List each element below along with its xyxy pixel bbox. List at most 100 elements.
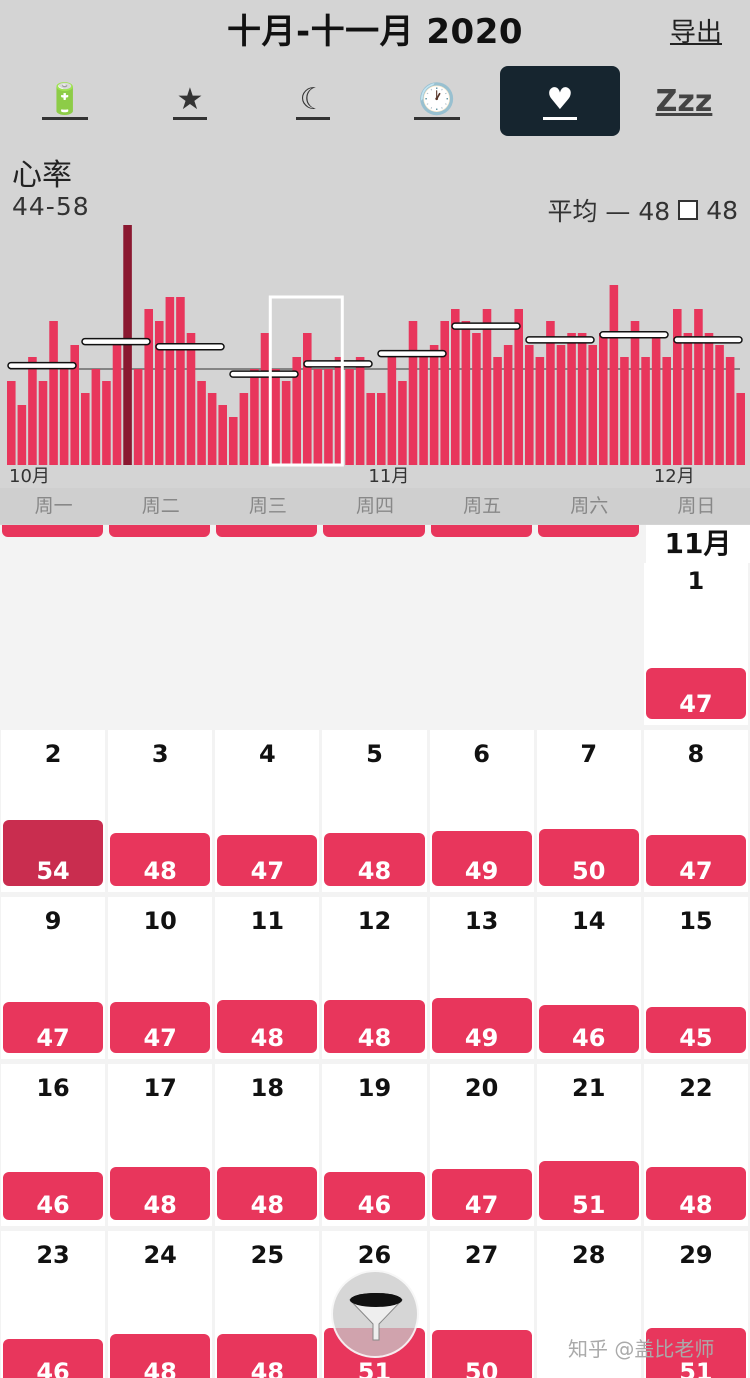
calendar-day[interactable]: 2 54 bbox=[1, 730, 106, 892]
summary-panel: 十月-十一月 2020 导出 🔋 ★ ☾ 🕐 ♥ Zzz 心率 44-58 平均 — 48… bbox=[0, 0, 750, 525]
heart-rate-badge: 45 bbox=[645, 1006, 746, 1053]
day-number: 20 bbox=[464, 1074, 499, 1102]
weekday-label: 周二 bbox=[141, 495, 180, 517]
heart-rate-badge: 48 bbox=[217, 1334, 318, 1378]
chart-bar bbox=[662, 357, 671, 465]
calendar-day[interactable]: 9 47 bbox=[1, 897, 106, 1059]
calendar-day[interactable]: 16 46 bbox=[1, 1064, 106, 1226]
calendar-day[interactable]: 12 48 bbox=[322, 897, 427, 1059]
heart-rate-value: 48 bbox=[357, 1024, 392, 1052]
calendar-day[interactable]: 21 51 bbox=[536, 1064, 641, 1226]
heart-rate-badge: 50 bbox=[538, 828, 639, 886]
average-label: 平均 — 48 bbox=[547, 197, 671, 226]
week-average-marker bbox=[451, 322, 521, 330]
calendar-day[interactable]: 8 47 bbox=[643, 730, 748, 892]
heart-rate-badge: 48 bbox=[324, 833, 425, 886]
tab-battery[interactable]: 🔋 bbox=[5, 66, 125, 136]
chart-bar bbox=[683, 333, 693, 465]
previous-week-value[interactable] bbox=[537, 525, 639, 537]
calendar-day[interactable]: 18 48 bbox=[215, 1064, 320, 1226]
chart-bar bbox=[133, 369, 143, 465]
day-number: 19 bbox=[357, 1074, 392, 1102]
previous-week-value[interactable] bbox=[216, 525, 318, 537]
calendar-day[interactable]: 22 48 bbox=[643, 1064, 748, 1226]
tab-sleep-zzz[interactable]: Zzz bbox=[624, 66, 744, 136]
calendar-day[interactable]: 27 50 bbox=[429, 1231, 534, 1378]
day-number: 12 bbox=[357, 907, 392, 935]
calendar-day[interactable]: 28 bbox=[536, 1231, 641, 1378]
chart-bar bbox=[144, 309, 153, 465]
metric-range: 44-58 bbox=[12, 192, 90, 221]
chart-bar bbox=[482, 309, 492, 465]
calendar-day[interactable]: 6 49 bbox=[429, 730, 534, 892]
previous-week-value[interactable] bbox=[2, 525, 104, 537]
heart-rate-value: 47 bbox=[143, 1024, 177, 1052]
export-button[interactable]: 导出 bbox=[669, 18, 722, 48]
day-number: 2 bbox=[44, 740, 62, 768]
chart-bar bbox=[260, 333, 270, 465]
heart-rate-badge: 49 bbox=[431, 998, 532, 1053]
week-average-marker bbox=[81, 337, 151, 346]
heart-rate-value: 49 bbox=[464, 1024, 499, 1052]
calendar-day[interactable]: 1 47 bbox=[643, 563, 748, 725]
heart-rate-value: 46 bbox=[572, 1024, 606, 1052]
calendar-day[interactable]: 15 45 bbox=[643, 897, 748, 1059]
previous-week-value[interactable] bbox=[430, 525, 532, 537]
calendar: 11月 1 47 2 54 3 48 4 47 5 48 6 49 7 50 8 47 9 47 10 47 11 48 12… bbox=[0, 525, 750, 1378]
day-number: 18 bbox=[250, 1074, 285, 1102]
calendar-day[interactable]: 20 47 bbox=[429, 1064, 534, 1226]
heart-rate-badge: 47 bbox=[645, 835, 746, 886]
calendar-day[interactable]: 4 47 bbox=[215, 730, 320, 892]
heart-rate-value: 48 bbox=[357, 857, 392, 885]
day-number: 29 bbox=[679, 1241, 713, 1269]
week-average-marker bbox=[599, 330, 669, 339]
calendar-day[interactable]: 7 50 bbox=[536, 730, 641, 892]
month-label: 12月 bbox=[654, 466, 695, 487]
calendar-day[interactable]: 14 46 bbox=[536, 897, 641, 1059]
calendar-day[interactable]: 13 49 bbox=[429, 897, 534, 1059]
previous-week-value[interactable] bbox=[323, 525, 425, 537]
calendar-day[interactable]: 17 48 bbox=[108, 1064, 213, 1226]
chart-bar bbox=[408, 321, 418, 465]
month-label: 11月 bbox=[368, 466, 409, 487]
heart-rate-chart[interactable]: 10月 11月 12月 bbox=[0, 220, 750, 488]
filter-button[interactable] bbox=[331, 1270, 419, 1358]
day-number: 14 bbox=[572, 907, 606, 935]
chart-bar bbox=[155, 321, 164, 465]
chart-bar bbox=[704, 333, 714, 465]
tab-clock[interactable]: 🕐 bbox=[377, 66, 497, 136]
calendar-day[interactable]: 5 48 bbox=[322, 730, 427, 892]
tab-star[interactable]: ★ bbox=[130, 66, 250, 136]
moon-icon: ☾ bbox=[295, 82, 331, 120]
calendar-day[interactable]: 10 47 bbox=[108, 897, 213, 1059]
week-average-marker bbox=[155, 342, 225, 351]
chart-bar bbox=[70, 345, 79, 465]
average-checkbox[interactable] bbox=[678, 200, 699, 220]
previous-week-value[interactable] bbox=[109, 525, 211, 537]
calendar-day[interactable]: 11 48 bbox=[215, 897, 320, 1059]
chart-bar bbox=[387, 357, 397, 465]
calendar-day[interactable]: 29 51 bbox=[643, 1231, 748, 1378]
chart-bar bbox=[556, 345, 566, 465]
calendar-day[interactable]: 19 46 bbox=[322, 1064, 427, 1226]
week-average-marker bbox=[303, 360, 373, 368]
heart-rate-value: 45 bbox=[679, 1024, 713, 1052]
heart-rate-value: 50 bbox=[464, 1358, 499, 1378]
heart-rate-badge: 50 bbox=[431, 1329, 532, 1378]
calendar-day[interactable]: 23 46 bbox=[1, 1231, 106, 1378]
calendar-day[interactable]: 3 48 bbox=[108, 730, 213, 892]
day-number: 23 bbox=[36, 1241, 70, 1269]
week-average-marker bbox=[229, 370, 299, 378]
heart-rate-badge: 48 bbox=[110, 833, 211, 886]
tab-heart[interactable]: ♥ bbox=[500, 66, 620, 136]
chart-bar bbox=[641, 357, 650, 465]
chart-bar bbox=[91, 369, 101, 465]
calendar-day[interactable]: 25 48 bbox=[215, 1231, 320, 1378]
heart-rate-value: 51 bbox=[572, 1191, 606, 1219]
heart-rate-badge: 48 bbox=[217, 1000, 318, 1053]
tab-moon[interactable]: ☾ bbox=[253, 66, 373, 136]
chart-bar bbox=[17, 405, 27, 465]
day-number: 27 bbox=[464, 1241, 499, 1269]
calendar-day[interactable]: 24 48 bbox=[108, 1231, 213, 1378]
